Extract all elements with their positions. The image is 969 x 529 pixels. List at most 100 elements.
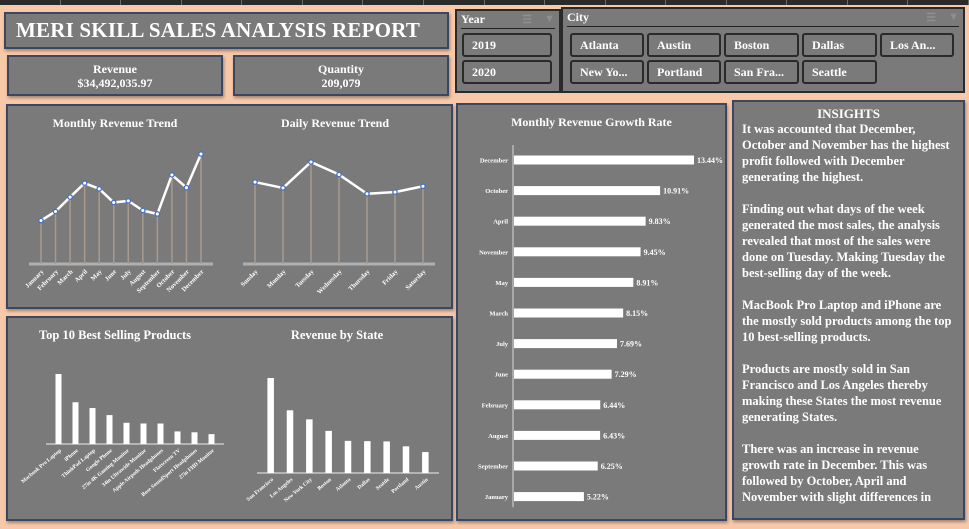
quantity-kpi-card: Quantity 209,079 xyxy=(233,55,449,96)
svg-text:8.15%: 8.15% xyxy=(626,309,648,318)
bar[interactable] xyxy=(402,446,410,473)
svg-text:8.91%: 8.91% xyxy=(636,278,658,287)
svg-text:Boston: Boston xyxy=(317,477,333,492)
svg-text:July: July xyxy=(496,341,509,348)
data-point-marker[interactable] xyxy=(96,185,103,192)
city-slicer: City ☰ ▼ Atlanta Austin Boston Dallas Lo… xyxy=(561,7,965,93)
daily-revenue-line: Sunday Monday Tuesday Wednesday Thursday Frid… xyxy=(240,159,435,296)
data-point-marker[interactable] xyxy=(252,179,258,185)
svg-text:August: August xyxy=(488,433,509,440)
bar[interactable] xyxy=(89,408,96,444)
bar[interactable] xyxy=(514,430,601,440)
bar[interactable] xyxy=(514,308,624,318)
city-seattle-button[interactable]: Seattle xyxy=(802,60,877,84)
svg-text:February: February xyxy=(482,402,509,409)
year-slicer-label: Year xyxy=(461,12,485,26)
data-point-marker[interactable] xyxy=(154,211,161,217)
svg-text:Macbook Pro Laptop: Macbook Pro Laptop xyxy=(20,448,62,485)
data-point-marker[interactable] xyxy=(308,159,314,165)
year-2019-button[interactable]: 2019 xyxy=(462,33,552,57)
bar[interactable] xyxy=(514,339,617,349)
bar[interactable] xyxy=(106,415,113,444)
city-dallas-button[interactable]: Dallas xyxy=(802,33,877,57)
bar[interactable] xyxy=(514,247,641,257)
data-point-marker[interactable] xyxy=(125,198,132,204)
bar[interactable] xyxy=(306,419,313,473)
svg-text:5.22%: 5.22% xyxy=(587,493,609,502)
data-point-marker[interactable] xyxy=(392,189,398,195)
multi-select-icon[interactable]: ☰ xyxy=(522,14,533,26)
city-new-york-button[interactable]: New Yo... xyxy=(570,60,644,84)
data-point-marker[interactable] xyxy=(280,185,286,191)
data-point-marker[interactable] xyxy=(198,151,204,157)
bar[interactable] xyxy=(514,461,598,471)
city-boston-button[interactable]: Boston xyxy=(724,33,799,57)
bar[interactable] xyxy=(514,186,661,196)
bar[interactable] xyxy=(514,277,634,287)
city-austin-button[interactable]: Austin xyxy=(647,33,721,57)
growth-rate-bars: December 13.44% October 10.91% April 9.83% Nov… xyxy=(478,145,723,508)
bar[interactable] xyxy=(123,422,130,444)
revenue-trend-panel: Monthly Revenue Trend Daily Revenue Tren… xyxy=(6,104,453,309)
insight-5: There was an increase in revenue growth … xyxy=(742,442,932,504)
data-point-marker[interactable] xyxy=(139,207,146,214)
svg-text:Tuesday: Tuesday xyxy=(294,268,316,290)
bar[interactable] xyxy=(344,440,352,473)
bar[interactable] xyxy=(174,431,181,444)
insights-panel: INSIGHTS It was accounted that December,… xyxy=(732,100,965,520)
svg-text:Dallas: Dallas xyxy=(357,477,372,491)
growth-rate-title: Monthly Revenue Growth Rate xyxy=(511,115,672,129)
multi-select-icon[interactable]: ☰ xyxy=(926,12,937,24)
svg-text:October: October xyxy=(485,188,508,195)
data-point-marker[interactable] xyxy=(38,217,44,224)
bar[interactable] xyxy=(325,430,332,473)
data-point-marker[interactable] xyxy=(420,183,426,190)
bar[interactable] xyxy=(514,216,646,226)
svg-text:7.69%: 7.69% xyxy=(620,340,642,349)
svg-text:6.44%: 6.44% xyxy=(603,401,625,410)
bar[interactable] xyxy=(72,402,79,444)
insight-4: Products are mostly sold in San Francisc… xyxy=(742,362,942,424)
data-point-marker[interactable] xyxy=(183,184,190,191)
report-title: MERI SKILL SALES ANALYSIS REPORT xyxy=(16,18,421,42)
city-portland-button[interactable]: Portland xyxy=(647,60,721,84)
data-point-marker[interactable] xyxy=(67,194,73,200)
bar[interactable] xyxy=(286,410,294,473)
svg-text:7.29%: 7.29% xyxy=(615,370,637,379)
bar[interactable] xyxy=(267,378,274,473)
svg-text:April: April xyxy=(74,268,90,284)
bar[interactable] xyxy=(191,432,198,444)
data-point-marker[interactable] xyxy=(364,190,370,197)
bar[interactable] xyxy=(383,441,390,473)
data-point-marker[interactable] xyxy=(336,171,342,178)
products-state-panel: Top 10 Best Selling Products Revenue by … xyxy=(6,316,453,521)
clear-filter-icon[interactable]: ▼ xyxy=(948,11,959,23)
city-atlanta-button[interactable]: Atlanta xyxy=(570,33,644,57)
data-point-marker[interactable] xyxy=(169,172,175,178)
bar[interactable] xyxy=(140,423,147,444)
bar[interactable] xyxy=(208,434,215,444)
bar[interactable] xyxy=(514,369,612,379)
bar[interactable] xyxy=(514,155,694,165)
bar[interactable] xyxy=(514,400,601,410)
bar[interactable] xyxy=(55,374,62,444)
bar[interactable] xyxy=(422,452,429,473)
bar[interactable] xyxy=(364,441,371,473)
bar[interactable] xyxy=(514,492,584,502)
bar[interactable] xyxy=(157,423,164,444)
data-point-marker[interactable] xyxy=(52,208,59,215)
svg-text:March: March xyxy=(489,311,508,318)
svg-text:May: May xyxy=(90,268,104,282)
data-point-marker[interactable] xyxy=(110,199,117,206)
svg-text:September: September xyxy=(478,464,508,471)
clear-filter-icon[interactable]: ▼ xyxy=(544,13,555,25)
data-point-marker[interactable] xyxy=(81,180,88,187)
city-los-angeles-button[interactable]: Los An... xyxy=(880,33,954,57)
insight-1: It was accounted that December, October … xyxy=(742,122,950,184)
year-2020-button[interactable]: 2020 xyxy=(462,60,552,84)
growth-rate-panel: Monthly Revenue Growth Rate December 13.4… xyxy=(456,103,727,521)
city-san-francisco-button[interactable]: San Fra... xyxy=(724,60,799,84)
